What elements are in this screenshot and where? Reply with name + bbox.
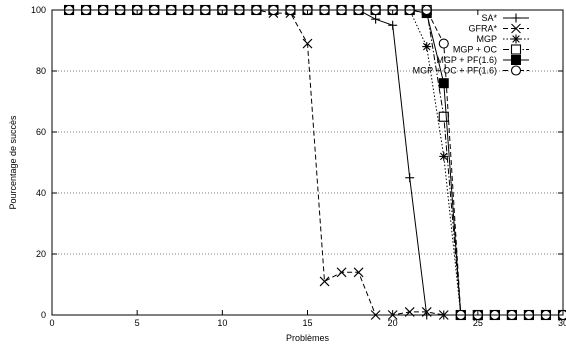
x-tick-label: 25 <box>473 318 483 328</box>
legend-entry: MGP + OC + PF(1.6) <box>413 65 529 76</box>
legend-label: MGP <box>476 34 497 44</box>
x-tick-label: 0 <box>49 318 54 328</box>
data-point <box>371 14 381 24</box>
data-point <box>510 65 522 76</box>
legend-label: SA* <box>481 13 497 23</box>
y-tick-label: 20 <box>36 249 46 259</box>
x-tick-label: 10 <box>217 318 227 328</box>
x-tick-label: 5 <box>135 318 140 328</box>
legend-label: GFRA* <box>468 24 497 34</box>
x-axis-label: Problèmes <box>286 333 330 343</box>
legend-label: MGP + OC + PF(1.6) <box>413 66 497 76</box>
data-point <box>422 42 432 52</box>
legend-label: MGP + OC <box>453 45 498 55</box>
data-point <box>510 44 522 55</box>
data-point <box>511 13 521 23</box>
legend-entry: MGP + PF(1.6) <box>436 55 529 65</box>
data-point <box>511 34 521 44</box>
data-point <box>405 173 415 183</box>
data-point <box>438 78 449 89</box>
data-point <box>511 23 521 34</box>
y-axis-label: Pourcentage de succès <box>8 115 18 210</box>
y-tick-label: 0 <box>41 310 46 320</box>
legend-entry: GFRA* <box>468 24 529 34</box>
data-point <box>511 55 521 65</box>
y-tick-label: 100 <box>31 5 46 15</box>
y-tick-label: 60 <box>36 127 46 137</box>
data-point <box>353 267 364 278</box>
data-point <box>438 38 449 49</box>
x-tick-label: 30 <box>558 318 566 328</box>
data-point <box>319 276 330 287</box>
data-point <box>336 267 347 278</box>
data-point <box>302 38 313 49</box>
x-tick-label: 15 <box>302 318 312 328</box>
legend-entry: MGP <box>476 34 529 44</box>
y-tick-label: 40 <box>36 188 46 198</box>
gridlines <box>52 70 563 255</box>
legend-entry: SA* <box>481 13 529 23</box>
y-tick-label: 80 <box>36 66 46 76</box>
legend-label: MGP + PF(1.6) <box>436 55 497 65</box>
legend-entry: MGP + OC <box>453 44 529 55</box>
axis-ticks: 0 20 40 60 80 100 0 5 10 15 20 25 30 <box>31 5 566 328</box>
data-point <box>439 151 449 161</box>
data-point <box>388 20 398 30</box>
x-tick-label: 20 <box>388 318 398 328</box>
